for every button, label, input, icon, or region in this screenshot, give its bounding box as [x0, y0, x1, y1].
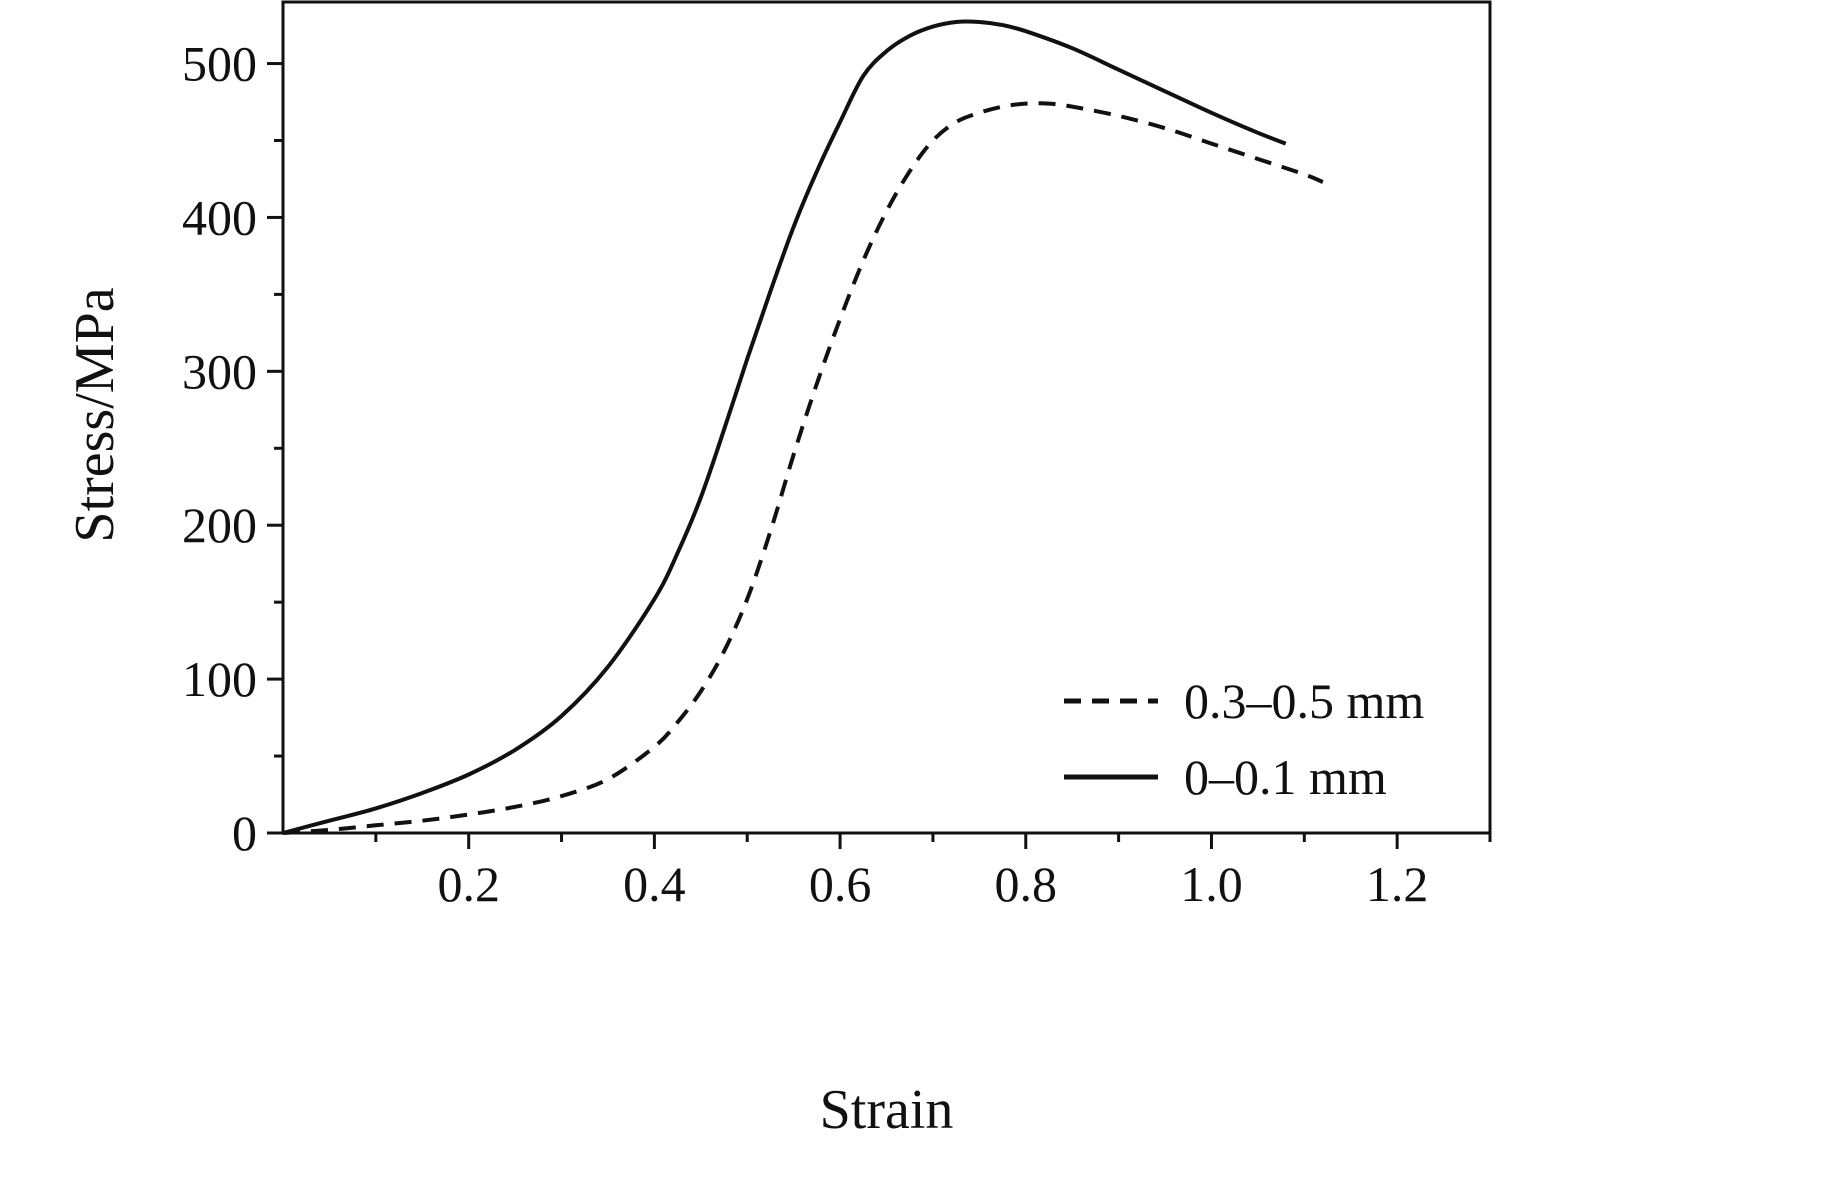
x-tick-label: 0.8: [995, 856, 1058, 912]
x-tick-label: 1.0: [1180, 856, 1243, 912]
y-tick-label: 400: [182, 189, 257, 245]
plot-frame: [281, 0, 1492, 835]
x-tick-label: 0.6: [809, 856, 872, 912]
legend-label-dashed: 0.3–0.5 mm: [1184, 673, 1425, 729]
legend: 0.3–0.5 mm 0–0.1 mm: [1062, 672, 1424, 806]
x-tick-label: 0.4: [623, 856, 686, 912]
curve-solid: [282, 19, 1287, 835]
dashed-line-sample-icon: [1064, 698, 1158, 704]
legend-label-solid: 0–0.1 mm: [1184, 749, 1387, 805]
x-axis-title: Strain: [819, 1079, 954, 1141]
curve-dashed: [282, 101, 1324, 835]
x-tick-label: 1.2: [1366, 856, 1429, 912]
y-tick-label: 0: [232, 805, 257, 861]
solid-line-sample-icon: [1064, 774, 1158, 780]
y-axis-title: Stress/MPa: [64, 287, 126, 543]
y-tick-label: 500: [182, 36, 257, 92]
y-tick-label: 100: [182, 651, 257, 707]
y-tick-label: 200: [182, 497, 257, 553]
legend-item-dashed: 0.3–0.5 mm: [1062, 672, 1424, 730]
legend-item-solid: 0–0.1 mm: [1062, 748, 1424, 806]
x-tick-label: 0.2: [437, 856, 500, 912]
y-tick-label: 300: [182, 343, 257, 399]
